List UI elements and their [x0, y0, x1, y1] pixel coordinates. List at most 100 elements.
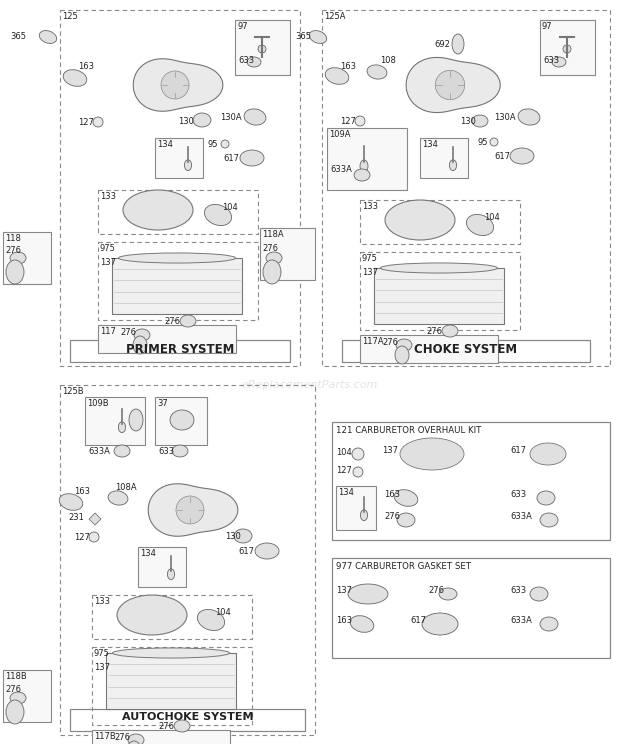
Ellipse shape	[360, 510, 368, 521]
Text: 137: 137	[100, 258, 116, 267]
Bar	[106, 653, 236, 709]
Text: 276: 276	[426, 327, 442, 336]
Text: 108: 108	[380, 56, 396, 65]
Bar	[327, 128, 407, 190]
Ellipse shape	[244, 109, 266, 125]
Text: 134: 134	[338, 488, 354, 497]
Circle shape	[176, 496, 204, 524]
Ellipse shape	[422, 613, 458, 635]
Text: 125: 125	[62, 12, 78, 21]
Ellipse shape	[127, 741, 141, 744]
Ellipse shape	[466, 214, 494, 236]
Ellipse shape	[381, 263, 497, 273]
Text: 276: 276	[158, 722, 174, 731]
Circle shape	[93, 117, 103, 127]
Text: 109B: 109B	[87, 399, 108, 408]
Text: 276: 276	[164, 317, 180, 326]
Ellipse shape	[180, 315, 196, 327]
Text: 127: 127	[336, 466, 352, 475]
Ellipse shape	[540, 617, 558, 631]
Text: 163: 163	[340, 62, 356, 71]
Ellipse shape	[117, 595, 187, 635]
Text: 125B: 125B	[62, 387, 84, 396]
Ellipse shape	[395, 346, 409, 364]
Ellipse shape	[170, 410, 194, 430]
Ellipse shape	[350, 616, 374, 632]
Ellipse shape	[354, 169, 370, 181]
Text: 276: 276	[428, 586, 444, 595]
Bar	[360, 200, 520, 244]
Text: 108A: 108A	[115, 483, 136, 492]
Text: 276: 276	[262, 244, 278, 253]
Ellipse shape	[205, 205, 232, 225]
Text: 617: 617	[238, 547, 254, 556]
Circle shape	[161, 71, 189, 99]
Text: 118B: 118B	[5, 672, 27, 681]
Text: 118A: 118A	[262, 230, 283, 239]
Text: 276: 276	[5, 246, 21, 255]
Bar	[70, 709, 305, 731]
Text: 104: 104	[336, 448, 352, 457]
Circle shape	[490, 138, 498, 146]
Bar	[3, 232, 51, 284]
Bar	[420, 138, 468, 178]
Bar	[540, 20, 595, 75]
Text: 633: 633	[158, 447, 174, 456]
Ellipse shape	[439, 588, 457, 600]
Text: eReplacementParts.com: eReplacementParts.com	[242, 380, 378, 390]
Bar	[98, 242, 258, 320]
Text: 117B: 117B	[94, 732, 116, 741]
Bar	[92, 730, 230, 744]
Text: 97: 97	[237, 22, 247, 31]
Text: 134: 134	[157, 140, 173, 149]
Circle shape	[355, 116, 365, 126]
Ellipse shape	[247, 57, 261, 67]
Ellipse shape	[394, 490, 418, 507]
Ellipse shape	[518, 109, 540, 125]
Text: 633A: 633A	[88, 447, 110, 456]
Text: 130A: 130A	[220, 113, 242, 122]
Text: 633: 633	[510, 586, 526, 595]
Text: 130: 130	[178, 117, 194, 126]
Ellipse shape	[537, 491, 555, 505]
Ellipse shape	[348, 584, 388, 604]
Text: 127: 127	[340, 117, 356, 126]
Ellipse shape	[193, 113, 211, 127]
Ellipse shape	[123, 190, 193, 230]
Bar	[360, 335, 498, 363]
Ellipse shape	[63, 70, 87, 86]
Text: 975: 975	[94, 649, 110, 658]
Ellipse shape	[6, 700, 24, 724]
Text: 633A: 633A	[510, 512, 532, 521]
Text: 617: 617	[510, 446, 526, 455]
Bar	[332, 558, 610, 658]
Bar	[322, 10, 610, 366]
Text: 127: 127	[74, 533, 90, 542]
Ellipse shape	[174, 720, 190, 732]
Text: 276: 276	[384, 512, 400, 521]
Text: 276: 276	[5, 685, 21, 694]
Bar	[98, 190, 258, 234]
Ellipse shape	[450, 160, 456, 170]
Text: 692: 692	[434, 40, 450, 49]
Ellipse shape	[128, 734, 144, 744]
Circle shape	[352, 448, 364, 460]
Text: 134: 134	[422, 140, 438, 149]
Polygon shape	[148, 484, 238, 536]
Circle shape	[258, 45, 266, 53]
Text: 130: 130	[225, 532, 241, 541]
Text: 975: 975	[362, 254, 378, 263]
Ellipse shape	[114, 445, 130, 457]
Circle shape	[89, 532, 99, 542]
Ellipse shape	[367, 65, 387, 79]
Text: 137: 137	[362, 268, 378, 277]
Bar	[155, 397, 207, 445]
Bar	[138, 547, 186, 587]
Ellipse shape	[397, 513, 415, 527]
Ellipse shape	[240, 150, 264, 166]
Ellipse shape	[118, 422, 126, 432]
Text: 137: 137	[94, 663, 110, 672]
Text: 617: 617	[494, 152, 510, 161]
Bar	[85, 397, 145, 445]
Bar	[70, 340, 290, 362]
